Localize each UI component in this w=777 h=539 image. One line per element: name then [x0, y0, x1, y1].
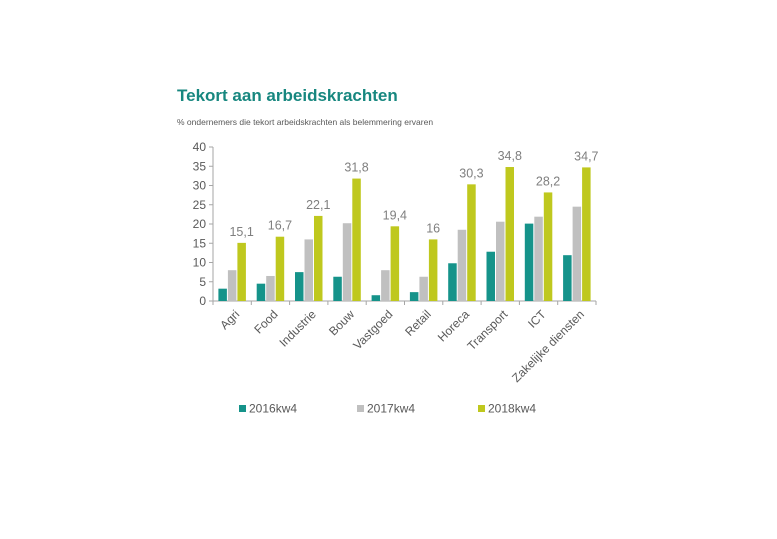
- category-label: Retail: [402, 307, 434, 339]
- bar-2017kw4-zakelijke-diensten: [572, 206, 582, 301]
- y-tick-label: 20: [193, 217, 207, 231]
- bar-2018kw4-ict: [543, 192, 553, 301]
- category-label: Zakelijke diensten: [509, 307, 587, 385]
- bar-2017kw4-bouw: [342, 223, 352, 301]
- legend-swatch: [357, 405, 364, 412]
- bar-2017kw4-horeca: [457, 229, 467, 301]
- y-tick-label: 10: [193, 256, 207, 270]
- chart-bars: [218, 167, 591, 301]
- bar-2016kw4-food: [256, 283, 266, 301]
- y-tick-label: 15: [193, 236, 207, 250]
- category-label: Industrie: [276, 307, 319, 350]
- category-label: Agri: [217, 307, 242, 332]
- data-label: 22,1: [306, 198, 330, 212]
- y-tick-label: 5: [199, 275, 206, 289]
- bar-2018kw4-vastgoed: [390, 226, 400, 301]
- chart-data-labels: 15,1 16,7 22,1 31,8 19,4 16 30,3 34,8 28,2 34,7: [229, 149, 598, 239]
- data-label: 28,2: [536, 174, 560, 188]
- bar-2017kw4-ict: [534, 216, 543, 301]
- category-label: ICT: [525, 307, 549, 331]
- data-label: 34,7: [574, 149, 598, 163]
- category-label: Vastgoed: [350, 307, 395, 352]
- legend-label: 2017kw4: [367, 402, 415, 416]
- category-label: Transport: [464, 307, 510, 353]
- bar-2016kw4-vastgoed: [371, 295, 381, 301]
- bar-2018kw4-bouw: [352, 178, 361, 301]
- bar-2016kw4-retail: [409, 292, 419, 301]
- y-tick-label: 40: [193, 140, 207, 154]
- y-tick-label: 35: [193, 159, 207, 173]
- bar-2018kw4-transport: [505, 167, 514, 301]
- y-tick-label: 0: [199, 294, 206, 308]
- bar-2016kw4-agri: [218, 288, 227, 301]
- bar-2017kw4-transport: [496, 221, 505, 301]
- data-label: 15,1: [229, 225, 253, 239]
- legend-swatch: [478, 405, 485, 412]
- y-tick-label: 25: [193, 198, 207, 212]
- data-label: 31,8: [344, 161, 368, 175]
- data-label: 19,4: [383, 208, 407, 222]
- bar-2016kw4-bouw: [333, 276, 342, 301]
- bar-2017kw4-vastgoed: [381, 270, 390, 301]
- legend-swatch: [239, 405, 246, 412]
- bar-2017kw4-industrie: [304, 239, 313, 301]
- legend-label: 2016kw4: [249, 402, 297, 416]
- bar-2018kw4-retail: [428, 239, 438, 301]
- bar-2016kw4-transport: [486, 251, 495, 301]
- data-label: 16,7: [268, 219, 292, 233]
- bar-2018kw4-zakelijke-diensten: [582, 167, 591, 301]
- category-label: Food: [251, 307, 280, 336]
- chart-subtitle: % ondernemers die tekort arbeidskrachten…: [177, 117, 434, 127]
- bar-2018kw4-agri: [237, 242, 246, 301]
- chart-legend: 2016kw4 2017kw4 2018kw4: [239, 402, 536, 416]
- bar-2018kw4-horeca: [467, 184, 476, 301]
- bar-2018kw4-industrie: [314, 215, 323, 301]
- data-label: 16: [426, 221, 440, 235]
- category-label: Bouw: [326, 307, 357, 338]
- bar-2016kw4-zakelijke-diensten: [563, 255, 572, 301]
- data-label: 34,8: [498, 149, 522, 163]
- legend-label: 2018kw4: [488, 402, 536, 416]
- bar-2017kw4-food: [266, 275, 275, 301]
- bar-2016kw4-horeca: [448, 263, 457, 301]
- category-label: Horeca: [435, 307, 472, 344]
- bar-2018kw4-food: [275, 236, 285, 301]
- bar-2016kw4-industrie: [295, 272, 304, 301]
- data-label: 30,3: [459, 166, 483, 180]
- chart-title: Tekort aan arbeidskrachten: [177, 86, 398, 105]
- bar-2016kw4-ict: [524, 223, 534, 301]
- bar-2017kw4-retail: [419, 276, 428, 301]
- y-tick-label: 30: [193, 179, 207, 193]
- bar-2017kw4-agri: [227, 270, 237, 301]
